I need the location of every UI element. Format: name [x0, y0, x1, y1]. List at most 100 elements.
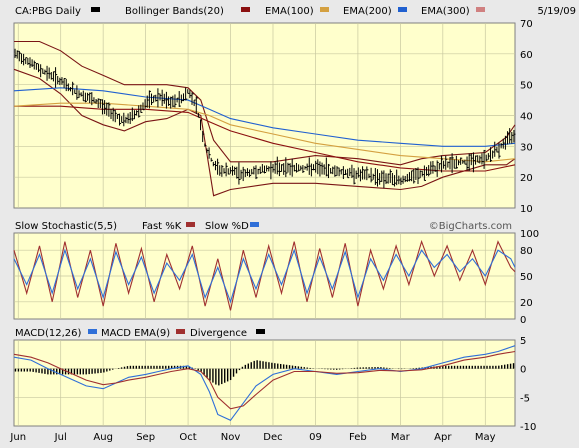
price-bar [191, 92, 194, 105]
price-bar [496, 146, 499, 153]
price-bar [507, 131, 510, 145]
price-bar [214, 160, 218, 171]
price-legend-swatch [91, 7, 100, 12]
price-bar [104, 100, 107, 115]
price-bar [278, 162, 282, 177]
price-bar [300, 165, 303, 171]
price-bar [432, 160, 435, 174]
price-bar [178, 91, 181, 107]
stochastic-d-label: Slow %D [205, 221, 249, 232]
price-bar [268, 166, 271, 172]
ema-100-line [14, 105, 516, 172]
price-y-tick-label: 60 [520, 50, 533, 61]
price-bar [225, 162, 228, 177]
x-tick-label: Jul [54, 432, 67, 443]
price-bar [336, 166, 339, 176]
price-bar [182, 93, 186, 102]
price-bar [436, 160, 439, 177]
price-bar [116, 113, 119, 120]
price-bar [212, 161, 215, 167]
stochastic-y-tick-label: 20 [520, 298, 533, 309]
price-bar [283, 163, 286, 175]
price-bar [29, 57, 32, 68]
price-bar [402, 175, 405, 184]
price-bar [136, 110, 139, 116]
macd-panel: -10 -5 0 5 MACD(12,26) MACD EMA(9) Divergen… [13, 328, 536, 433]
price-bar [362, 166, 365, 180]
price-bar [285, 157, 288, 178]
price-bar [27, 58, 30, 65]
price-bar [76, 85, 79, 100]
price-bar [18, 50, 21, 62]
macd-ema-label: MACD EMA(9) [101, 328, 170, 339]
price-bar [462, 159, 465, 164]
price-bar [400, 177, 403, 185]
price-bar [293, 164, 296, 172]
price-bar [261, 164, 264, 173]
stochastic-lines [13, 239, 516, 311]
macd-line-swatch [88, 329, 97, 334]
price-bar [347, 168, 350, 179]
price-bar [479, 155, 482, 164]
price-bar [413, 168, 416, 184]
price-header: CA:PBG Daily Bollinger Bands(20) EMA(100… [15, 6, 576, 17]
price-bar [368, 173, 371, 179]
price-bar [234, 166, 237, 175]
price-bar [142, 102, 145, 111]
price-bar [140, 104, 143, 113]
price-bar [376, 169, 380, 187]
price-bar [101, 99, 105, 115]
price-bar [244, 169, 247, 178]
price-bar [355, 170, 358, 180]
macd-divergence-swatch [256, 329, 265, 334]
price-bar [477, 155, 480, 163]
price-bar [127, 113, 130, 124]
bollinger-label: Bollinger Bands(20) [125, 6, 224, 17]
price-bar [372, 173, 375, 180]
price-bar [185, 87, 188, 101]
bigcharts-watermark: ©BigCharts.com [429, 221, 512, 232]
price-bar [434, 165, 437, 172]
price-bar [31, 59, 34, 68]
price-bar [180, 94, 183, 104]
price-bar [259, 166, 262, 174]
price-bar [447, 161, 450, 168]
macd-ema-line [13, 350, 516, 410]
x-tick-label: Oct [179, 432, 196, 443]
price-bar [451, 153, 454, 174]
price-bar [44, 69, 47, 75]
price-bar [59, 77, 62, 86]
stochastic-y-tick-label: 50 [520, 272, 533, 283]
price-bar [195, 96, 198, 114]
price-bar [61, 77, 64, 85]
price-bar [133, 110, 137, 120]
price-bar [148, 90, 151, 109]
price-bar [466, 156, 469, 171]
price-bar [38, 63, 41, 73]
price-bar [366, 166, 369, 181]
price-bar [112, 107, 115, 122]
price-bar [144, 99, 147, 109]
price-bar [14, 48, 17, 58]
price-bar [511, 131, 514, 144]
price-bar [381, 170, 384, 182]
price-bar [351, 164, 354, 179]
price-bar [219, 165, 222, 176]
x-tick-label: Dec [263, 432, 282, 443]
stochastic-fast-k-line [13, 239, 516, 311]
macd-header: MACD(12,26) MACD EMA(9) Divergence [15, 328, 265, 339]
price-bar [170, 96, 173, 109]
price-bar [334, 165, 337, 177]
price-bar [221, 165, 224, 177]
price-bar [232, 165, 235, 176]
price-bar [298, 164, 301, 172]
price-bar [123, 112, 126, 127]
price-bar [197, 113, 201, 118]
price-bar [359, 169, 363, 182]
x-tick-label: Aug [93, 432, 113, 443]
price-bar [163, 93, 166, 104]
price-bar [443, 160, 446, 169]
price-bar [485, 154, 488, 162]
stochastic-title: Slow Stochastic(5,5) [15, 221, 117, 232]
